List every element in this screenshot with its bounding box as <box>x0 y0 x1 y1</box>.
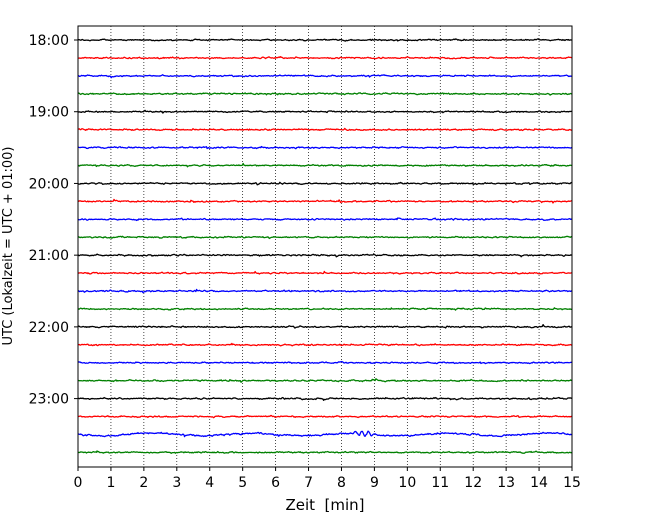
x-tick-label: 3 <box>172 475 181 491</box>
series-trace-22:15 <box>77 342 573 347</box>
x-tick-label: 12 <box>464 475 482 491</box>
y-axis: 18:00 19:00 20:00 21:00 22:00 23:00 <box>29 33 78 408</box>
plot-frame <box>77 25 573 468</box>
series-trace-18:00 <box>77 38 572 42</box>
series-trace-22:30 <box>77 360 573 365</box>
series-trace-23:45 <box>77 450 573 454</box>
x-tick-label: 0 <box>74 475 83 491</box>
series-trace-21:00 <box>77 253 573 258</box>
x-tick-label: 13 <box>497 475 515 491</box>
y-tick-label: 20:00 <box>29 176 69 192</box>
series-trace-20:30 <box>77 217 573 222</box>
x-tick-label: 11 <box>431 475 449 491</box>
series-trace-19:45 <box>77 162 573 168</box>
series-trace-20:15 <box>77 198 573 204</box>
x-tick-label: 5 <box>238 475 247 491</box>
x-tick-label: 10 <box>398 475 416 491</box>
x-tick-label: 7 <box>304 475 313 491</box>
series-trace-22:45 <box>77 378 573 383</box>
series-trace-21:15 <box>77 270 573 275</box>
series-trace-18:15 <box>77 55 573 60</box>
trace-group <box>77 38 573 454</box>
x-tick-label: 8 <box>337 475 346 491</box>
series-trace-23:15 <box>77 414 573 419</box>
x-tick-label: 1 <box>106 475 115 491</box>
x-tick-label: 2 <box>139 475 148 491</box>
series-trace-19:00 <box>77 109 573 114</box>
series-trace-19:15 <box>77 127 573 132</box>
x-tick-label: 4 <box>205 475 214 491</box>
series-trace-20:00 <box>77 181 573 186</box>
series-trace-18:30 <box>77 74 573 79</box>
x-axis-title: Zeit [min] <box>285 496 364 514</box>
series-trace-21:45 <box>77 307 573 311</box>
series-trace-19:30 <box>77 145 573 150</box>
y-tick-label: 18:00 <box>29 33 69 49</box>
x-tick-label: 6 <box>271 475 280 491</box>
series-trace-21:30 <box>77 288 573 294</box>
y-tick-label: 22:00 <box>29 320 69 336</box>
y-axis-title: UTC (Lokalzeit = UTC + 01:00) <box>1 147 16 346</box>
x-tick-label: 9 <box>370 475 379 491</box>
x-tick-label: 14 <box>530 475 548 491</box>
y-tick-label: 19:00 <box>29 105 69 121</box>
x-axis: 0 1 2 3 4 5 6 7 8 9 10 11 12 13 14 15 <box>74 467 581 491</box>
series-trace-22:00 <box>77 323 573 329</box>
y-tick-label: 21:00 <box>29 248 69 264</box>
x-gridlines <box>110 26 540 467</box>
y-tick-label: 23:00 <box>29 392 69 408</box>
series-trace-23:30 <box>77 430 573 438</box>
x-tick-label: 15 <box>563 475 581 491</box>
series-trace-18:45 <box>77 92 573 96</box>
series-trace-23:00 <box>77 396 573 401</box>
series-trace-20:45 <box>77 235 573 240</box>
